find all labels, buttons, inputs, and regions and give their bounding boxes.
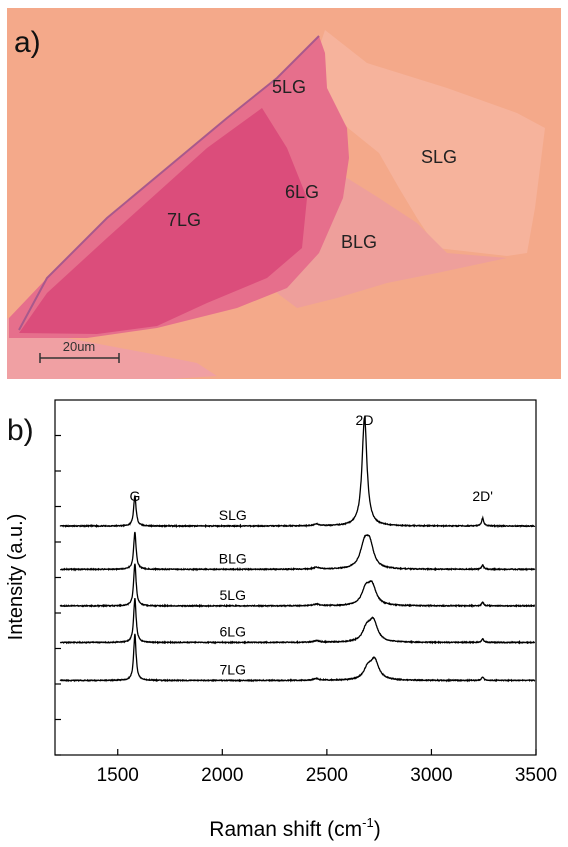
panel-label-a: a) [14, 26, 41, 59]
region-label-6lg: 6LG [285, 182, 319, 202]
thick-layer-region [19, 108, 307, 334]
spectrum-label-5lg: 5LG [220, 587, 246, 603]
x-tick-label: 2000 [201, 765, 243, 786]
spectrum-labels: SLG BLG 5LG 6LG 7LG [219, 507, 247, 677]
x-tick-label: 3000 [410, 765, 452, 786]
flake-edge [18, 35, 320, 331]
spectrum-label-blg: BLG [219, 550, 247, 566]
spectra [59, 415, 536, 683]
region-label-7lg: 7LG [167, 210, 201, 230]
raman-chart: b) 1500 2000 2500 3000 3500 SLGBLG5LG6LG7LG … [5, 399, 557, 841]
panel-label-b: b) [7, 414, 34, 447]
spectrum-line-5lg [59, 563, 536, 609]
scale-bar: 20um [39, 339, 120, 363]
region-label-slg: SLG [421, 147, 457, 167]
lower-flake-region [7, 318, 217, 379]
peak-label: G [129, 488, 140, 504]
scale-bar-label: 20um [63, 339, 96, 354]
spectrum-line-slg [59, 415, 536, 529]
peak-label: 2D [356, 412, 374, 428]
plot-frame [54, 399, 537, 756]
x-tick-label: 1500 [97, 765, 139, 786]
y-axis-label: Intensity (a.u.) [5, 514, 27, 641]
x-tick-label: 2500 [306, 765, 348, 786]
x-tick-label: 3500 [515, 765, 557, 786]
region-label-5lg: 5LG [272, 77, 306, 97]
region-label-blg: BLG [341, 232, 377, 252]
optical-micrograph: a) 5LG SLG 6LG 7LG BLG 20um [7, 8, 561, 379]
spectrum-line-6lg [59, 598, 536, 645]
spectrum-line-blg [59, 531, 536, 572]
spectrum-label-slg: SLG [219, 507, 247, 523]
spectrum-label-7lg: 7LG [220, 661, 246, 677]
x-axis-label: Raman shift (cm-1) [209, 815, 380, 841]
thin-layer-region [315, 30, 545, 256]
x-axis-ticks: 1500 2000 2500 3000 3500 [97, 749, 557, 786]
spectrum-line-7lg [59, 633, 536, 683]
peak-label: 2D' [472, 488, 493, 504]
peak-labels: G 2D 2D' [129, 412, 493, 504]
y-axis-ticks [55, 434, 61, 756]
spectrum-label-6lg: 6LG [220, 623, 246, 639]
